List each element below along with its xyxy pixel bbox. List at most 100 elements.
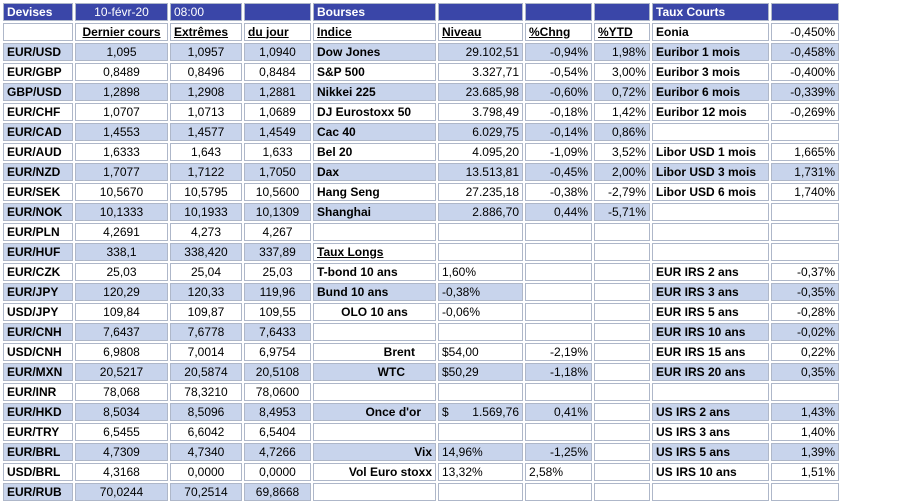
rate-value: -0,400% — [771, 63, 839, 81]
rate-value: -0,269% — [771, 103, 839, 121]
index-name: Cac 40 — [313, 123, 436, 141]
irs-name: EUR IRS 2 ans — [652, 263, 769, 281]
blank-cell — [652, 123, 769, 141]
irs-value: -0,37% — [771, 263, 839, 281]
fx-pair: EUR/NOK — [3, 203, 73, 221]
blank-cell — [594, 243, 650, 261]
commodity-chng: -1,18% — [525, 363, 592, 381]
table-row: USD/JPY 109,84 109,87 109,55 OLO 10 ans … — [3, 303, 839, 321]
blank-cell — [313, 223, 436, 241]
fx-pair: EUR/SEK — [3, 183, 73, 201]
fx-ext: 6,6042 — [170, 423, 242, 441]
index-ytd: 1,42% — [594, 103, 650, 121]
fx-last: 8,5034 — [75, 403, 168, 421]
date-label: 10-févr-20 — [75, 3, 168, 21]
fx-day: 6,9754 — [244, 343, 311, 361]
rate-value: -0,339% — [771, 83, 839, 101]
fx-pair: USD/JPY — [3, 303, 73, 321]
fx-ext: 1,4577 — [170, 123, 242, 141]
rate-name: Libor USD 3 mois — [652, 163, 769, 181]
fx-pair: EUR/INR — [3, 383, 73, 401]
blank-cell — [652, 223, 769, 241]
fx-day: 1,2881 — [244, 83, 311, 101]
fx-day: 25,03 — [244, 263, 311, 281]
blank-cell — [525, 323, 592, 341]
table-row: USD/CNH 6,9808 7,0014 6,9754 Brent $54,0… — [3, 343, 839, 361]
blank-cell — [525, 283, 592, 301]
index-chng: -1,09% — [525, 143, 592, 161]
rate-name: Euribor 6 mois — [652, 83, 769, 101]
index-chng: -0,14% — [525, 123, 592, 141]
table-row: EUR/BRL 4,7309 4,7340 4,7266 Vix 14,96% … — [3, 443, 839, 461]
table-row: EUR/MXN 20,5217 20,5874 20,5108 WTC $50,… — [3, 363, 839, 381]
irs-name: US IRS 10 ans — [652, 463, 769, 481]
col-niveau: Niveau — [438, 23, 523, 41]
table-row: EUR/NZD 1,7077 1,7122 1,7050 Dax 13.513,… — [3, 163, 839, 181]
blank-cell — [771, 123, 839, 141]
vol-name: Vix — [313, 443, 436, 461]
fx-last: 7,6437 — [75, 323, 168, 341]
table-row: USD/BRL 4,3168 0,0000 0,0000 Vol Euro st… — [3, 463, 839, 481]
fx-ext: 0,0000 — [170, 463, 242, 481]
fx-day: 10,5600 — [244, 183, 311, 201]
blank-cell — [525, 303, 592, 321]
fx-day: 1,633 — [244, 143, 311, 161]
table-row: EUR/GBP 0,8489 0,8496 0,8484 S&P 500 3.3… — [3, 63, 839, 81]
irs-value: -0,35% — [771, 283, 839, 301]
taux-courts-header: Taux Courts — [652, 3, 769, 21]
blank-cell — [438, 243, 523, 261]
table-row: EUR/CZK 25,03 25,04 25,03 T-bond 10 ans … — [3, 263, 839, 281]
fx-day: 119,96 — [244, 283, 311, 301]
rate-value: -0,458% — [771, 43, 839, 61]
irs-name: US IRS 2 ans — [652, 403, 769, 421]
fx-last: 10,1333 — [75, 203, 168, 221]
index-name: Shanghai — [313, 203, 436, 221]
blank-cell — [313, 383, 436, 401]
commodity-name: Brent — [313, 343, 436, 361]
fx-ext: 20,5874 — [170, 363, 242, 381]
fx-last: 78,068 — [75, 383, 168, 401]
bourses-header: Bourses — [313, 3, 436, 21]
table-row: EUR/PLN 4,2691 4,273 4,267 — [3, 223, 839, 241]
fx-day: 8,4953 — [244, 403, 311, 421]
blank-cell — [771, 383, 839, 401]
index-chng: -0,45% — [525, 163, 592, 181]
table-row: EUR/TRY 6,5455 6,6042 6,5404 US IRS 3 an… — [3, 423, 839, 441]
fx-last: 4,3168 — [75, 463, 168, 481]
header-spacer — [525, 3, 592, 21]
col-du-jour: du jour — [244, 23, 311, 41]
index-chng: 0,44% — [525, 203, 592, 221]
table-row: EUR/CAD 1,4553 1,4577 1,4549 Cac 40 6.02… — [3, 123, 839, 141]
fx-last: 1,0707 — [75, 103, 168, 121]
rate-name: Libor USD 6 mois — [652, 183, 769, 201]
fx-day: 0,0000 — [244, 463, 311, 481]
blank-cell — [313, 483, 436, 501]
fx-ext: 109,87 — [170, 303, 242, 321]
index-level: 3.327,71 — [438, 63, 523, 81]
table-row: EUR/USD 1,095 1,0957 1,0940 Dow Jones 29… — [3, 43, 839, 61]
table-row: EUR/HKD 8,5034 8,5096 8,4953 Once d'or $… — [3, 403, 839, 421]
rate-value: 1,665% — [771, 143, 839, 161]
fx-pair: EUR/CNH — [3, 323, 73, 341]
fx-last: 4,2691 — [75, 223, 168, 241]
blank-cell — [525, 483, 592, 501]
index-level: 13.513,81 — [438, 163, 523, 181]
rate-value: 1,740% — [771, 183, 839, 201]
blank-cell — [652, 203, 769, 221]
vol-name: Vol Euro stoxx — [313, 463, 436, 481]
fx-last: 25,03 — [75, 263, 168, 281]
fx-day: 4,267 — [244, 223, 311, 241]
commodity-name: WTC — [313, 363, 436, 381]
vol-chng: -1,25% — [525, 443, 592, 461]
index-level: 6.029,75 — [438, 123, 523, 141]
index-chng: -0,54% — [525, 63, 592, 81]
gold-value: 1.569,76 — [472, 404, 519, 419]
header-spacer — [438, 3, 523, 21]
fx-day: 10,1309 — [244, 203, 311, 221]
commodity-level: $54,00 — [438, 343, 523, 361]
irs-value: 1,39% — [771, 443, 839, 461]
fx-ext: 7,0014 — [170, 343, 242, 361]
fx-last: 1,2898 — [75, 83, 168, 101]
blank-cell — [525, 423, 592, 441]
blank-cell — [438, 323, 523, 341]
